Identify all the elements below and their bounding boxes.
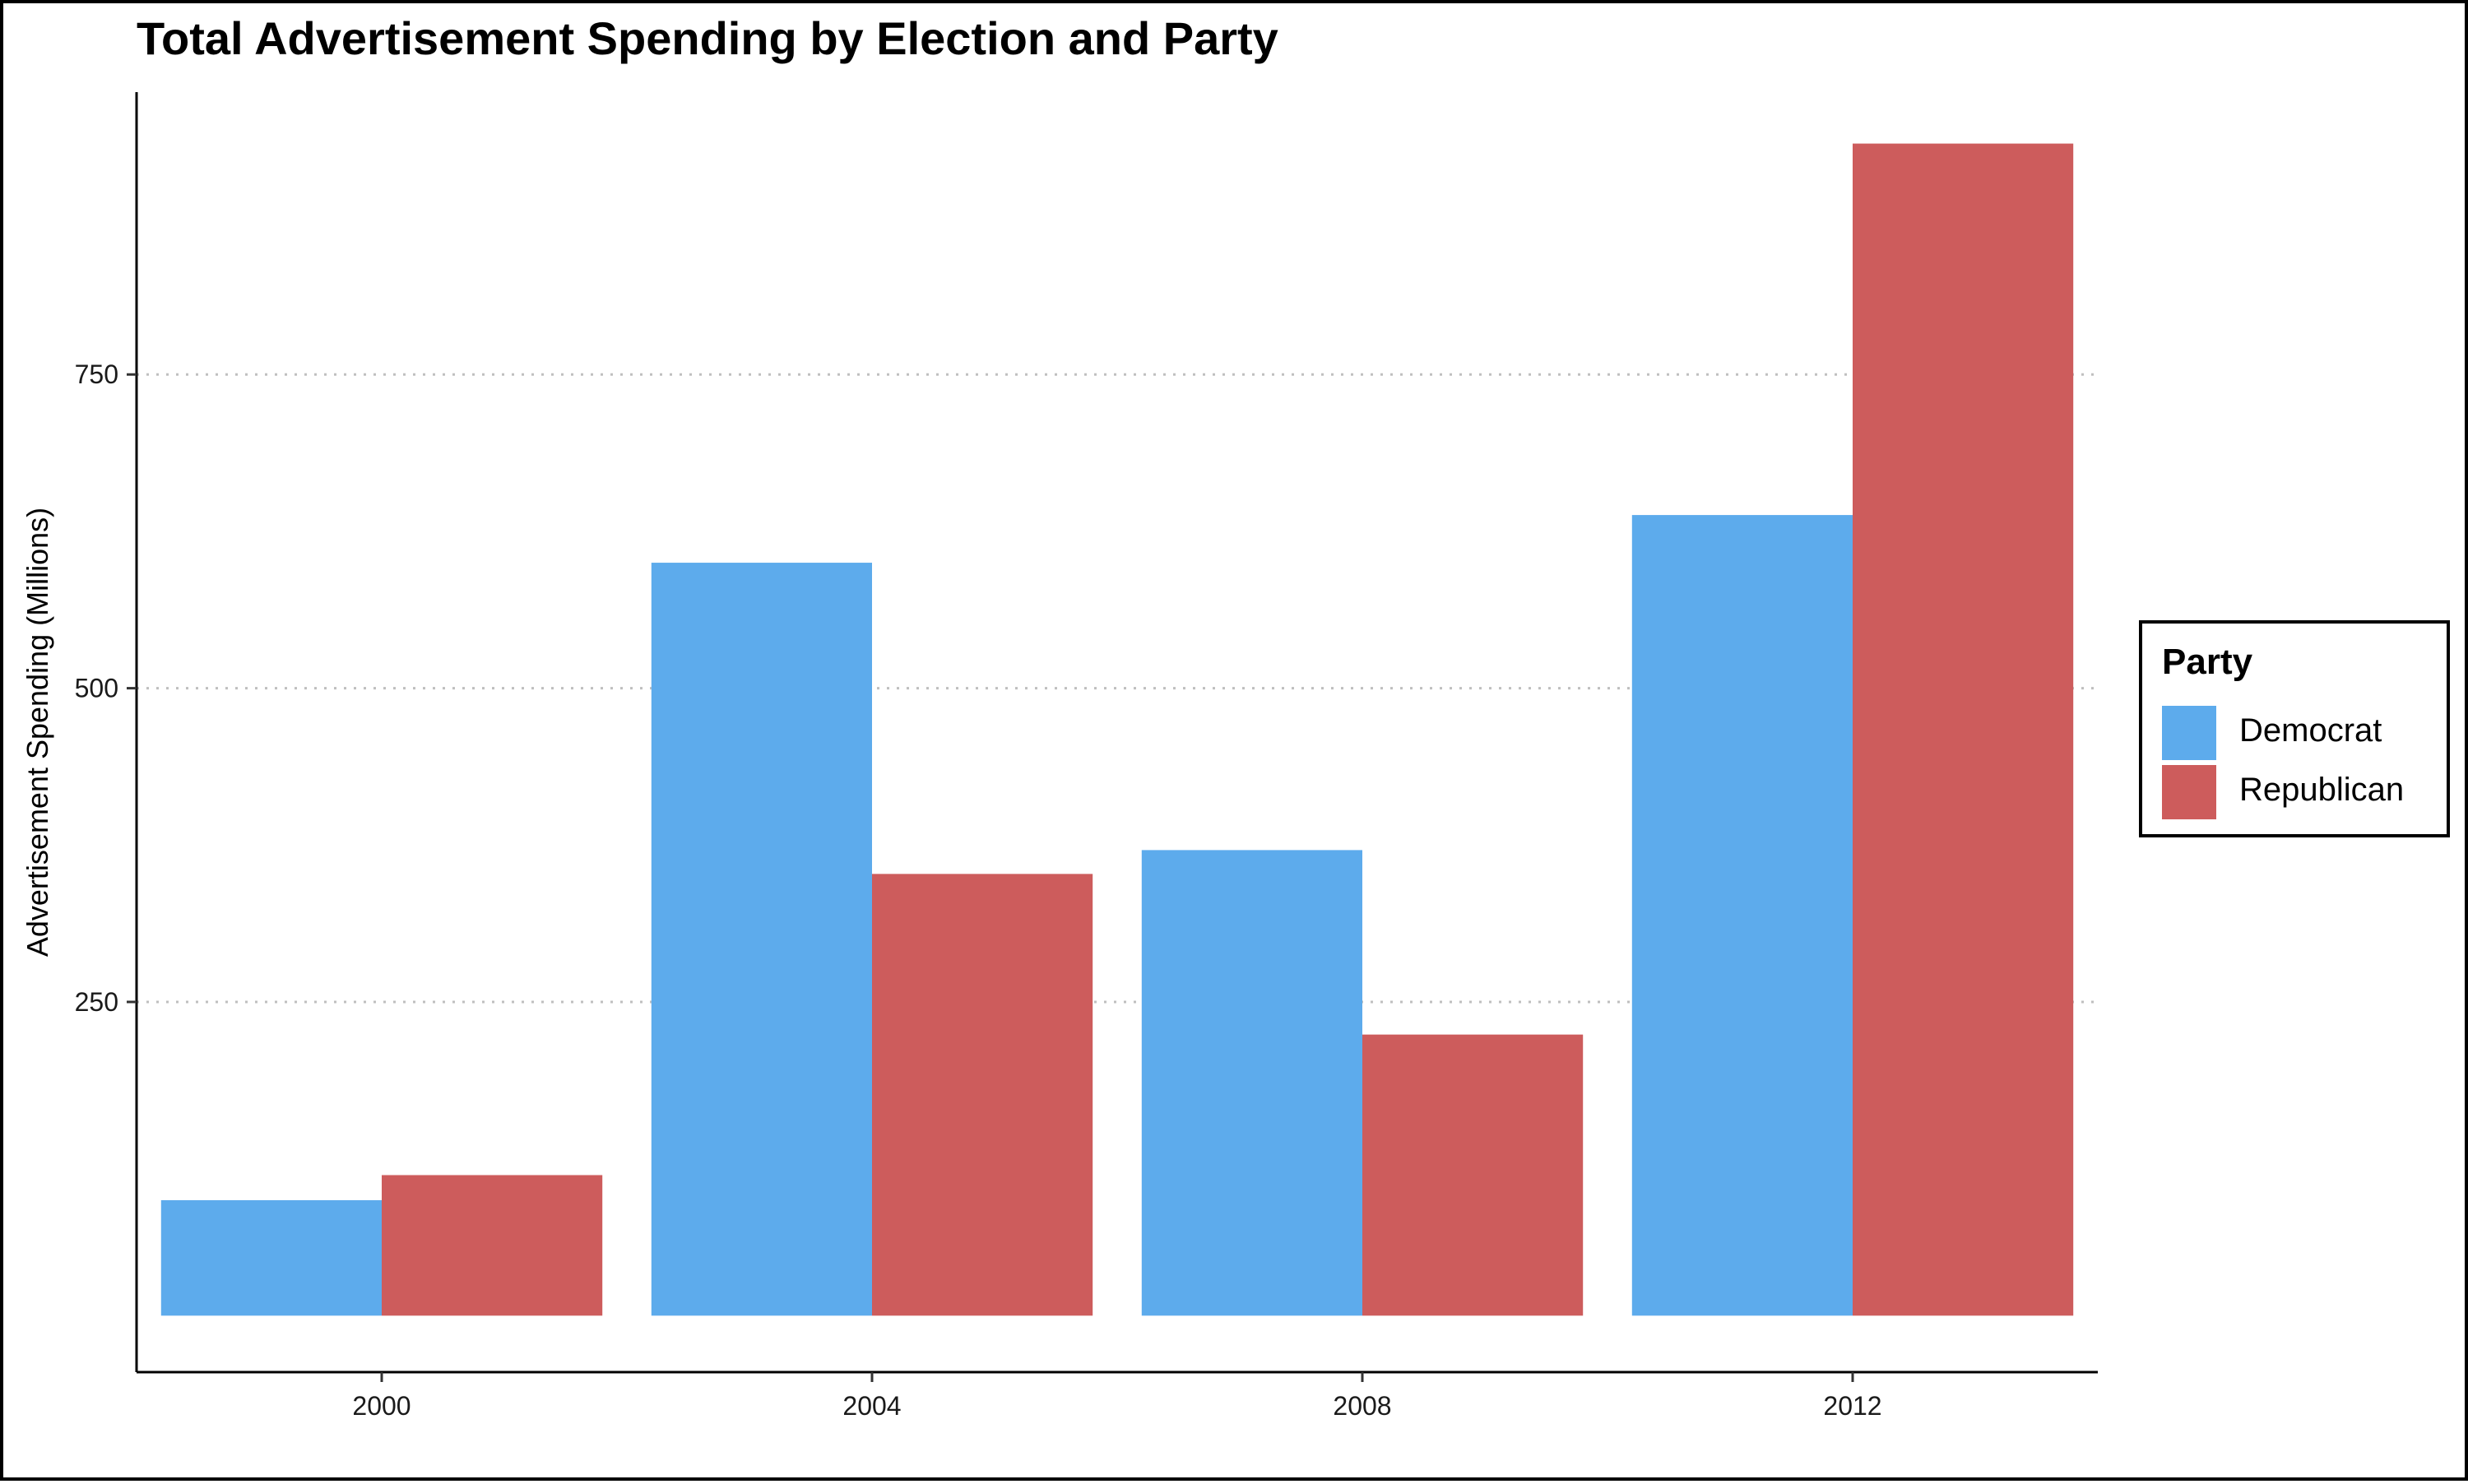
bars: [160, 143, 2074, 1316]
legend-swatch-republican: [2162, 765, 2216, 819]
x-tick-label-2008: 2008: [1333, 1391, 1391, 1421]
bar-democrat-2012: [1631, 515, 1853, 1316]
bar-republican-2012: [1853, 143, 2074, 1316]
bar-democrat-2000: [160, 1200, 383, 1316]
bar-republican-2000: [382, 1175, 603, 1316]
chart-title: Total Advertisement Spending by Election…: [137, 12, 1278, 64]
legend-title: Party: [2162, 642, 2253, 682]
bar-republican-2008: [1362, 1034, 1584, 1316]
bar-democrat-2008: [1141, 850, 1362, 1316]
bar-democrat-2004: [651, 563, 872, 1316]
legend-label-democrat: Democrat: [2239, 712, 2382, 749]
bar-republican-2004: [872, 874, 1093, 1316]
legend: Party Democrat Republican: [2139, 620, 2450, 837]
y-axis-title: Advertisement Spending (Millions): [21, 508, 54, 957]
gridlines: [137, 373, 2098, 1004]
x-tick-label-2012: 2012: [1823, 1391, 1881, 1421]
plot-area: 250 500 750 2000 2004 2008 2012 Advertisement …: [21, 92, 2098, 1421]
axes: [135, 92, 2098, 1374]
legend-label-republican: Republican: [2239, 772, 2405, 808]
y-tick-label-250: 250: [75, 987, 118, 1017]
legend-swatch-democrat: [2162, 706, 2216, 760]
ticks: 250 500 750 2000 2004 2008 2012: [75, 359, 1882, 1421]
x-tick-label-2000: 2000: [352, 1391, 411, 1421]
y-tick-label-750: 750: [75, 359, 118, 389]
x-tick-label-2004: 2004: [842, 1391, 901, 1421]
y-tick-label-500: 500: [75, 674, 118, 703]
